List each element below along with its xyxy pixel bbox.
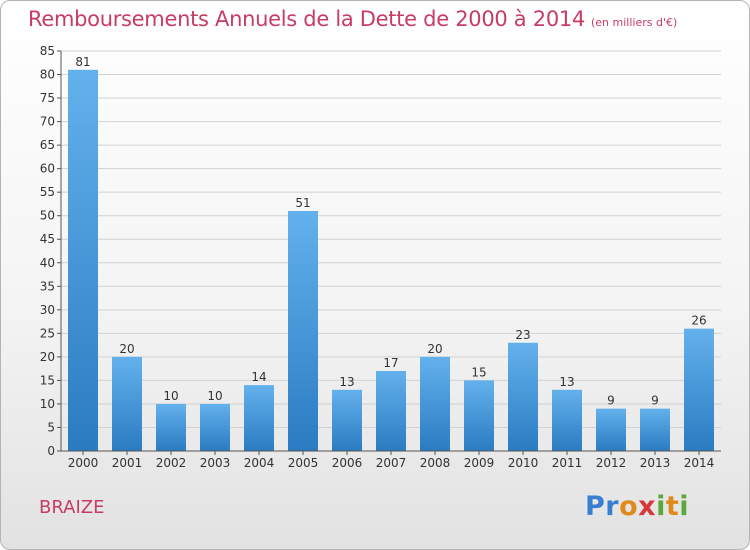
y-tick-label: 30	[40, 303, 55, 317]
x-tick-label: 2004	[244, 456, 275, 470]
y-tick-label: 10	[40, 397, 55, 411]
data-label: 9	[651, 394, 659, 408]
y-tick-label: 25	[40, 326, 55, 340]
data-label: 10	[207, 389, 222, 403]
y-tick-label: 15	[40, 373, 55, 387]
x-tick-label: 2005	[288, 456, 319, 470]
y-tick-label: 50	[40, 209, 55, 223]
x-tick-label: 2003	[200, 456, 231, 470]
chart-unit: (en milliers d'€)	[591, 16, 678, 29]
y-tick-label: 55	[40, 185, 55, 199]
y-tick-label: 45	[40, 232, 55, 246]
x-tick-label: 2011	[552, 456, 583, 470]
y-tick-label: 85	[40, 44, 55, 58]
bar	[200, 403, 230, 451]
bar	[244, 385, 274, 451]
bar	[156, 403, 186, 451]
chart-title-text: Remboursements Annuels de la Dette de 20…	[28, 7, 585, 31]
x-tick-label: 2006	[332, 456, 363, 470]
x-tick-label: 2014	[684, 456, 715, 470]
data-label: 51	[295, 196, 310, 210]
data-label: 23	[515, 328, 530, 342]
y-tick-label: 70	[40, 115, 55, 129]
data-label: 17	[383, 356, 398, 370]
commune-label: BRAIZE	[39, 497, 105, 518]
axes: 0 5 10 15 20 25 30 35 40 45 50 55 60 65 70 75 80 85 2000 20…	[40, 44, 721, 470]
bar	[508, 342, 538, 451]
bar	[332, 389, 362, 451]
bars: 81 20 10 10 14 51 13 17 20 15 23 13 9 9 26	[68, 55, 714, 451]
data-label: 14	[251, 370, 266, 384]
bar	[376, 371, 406, 451]
data-label: 13	[559, 375, 574, 389]
x-tick-label: 2013	[640, 456, 671, 470]
proxiti-logo: Proxiti	[585, 491, 690, 522]
data-label: 10	[163, 389, 178, 403]
y-tick-label: 65	[40, 138, 55, 152]
y-tick-label: 75	[40, 91, 55, 105]
data-label: 81	[75, 55, 90, 69]
chart-title: Remboursements Annuels de la Dette de 20…	[28, 7, 677, 31]
bar	[112, 356, 142, 451]
bar	[288, 211, 318, 451]
data-label: 20	[119, 342, 134, 356]
x-tick-label: 2010	[508, 456, 539, 470]
x-tick-label: 2008	[420, 456, 451, 470]
bar	[464, 380, 494, 451]
x-tick-label: 2002	[156, 456, 187, 470]
data-label: 20	[427, 342, 442, 356]
data-label: 26	[691, 314, 706, 328]
y-tick-label: 80	[40, 68, 55, 82]
x-tick-label: 2009	[464, 456, 495, 470]
y-tick-label: 0	[47, 444, 55, 458]
y-tick-label: 20	[40, 350, 55, 364]
bar	[68, 69, 98, 451]
bar	[640, 408, 670, 451]
y-tick-label: 60	[40, 162, 55, 176]
x-tick-label: 2007	[376, 456, 407, 470]
bar	[420, 356, 450, 451]
data-label: 13	[339, 375, 354, 389]
bar	[552, 389, 582, 451]
x-tick-label: 2000	[68, 456, 99, 470]
x-tick-label: 2012	[596, 456, 627, 470]
bar	[596, 408, 626, 451]
data-label: 9	[607, 394, 615, 408]
y-tick-label: 35	[40, 279, 55, 293]
y-tick-label: 40	[40, 256, 55, 270]
x-tick-label: 2001	[112, 456, 143, 470]
y-tick-label: 5	[47, 420, 55, 434]
data-label: 15	[471, 365, 486, 379]
bar	[684, 328, 714, 451]
